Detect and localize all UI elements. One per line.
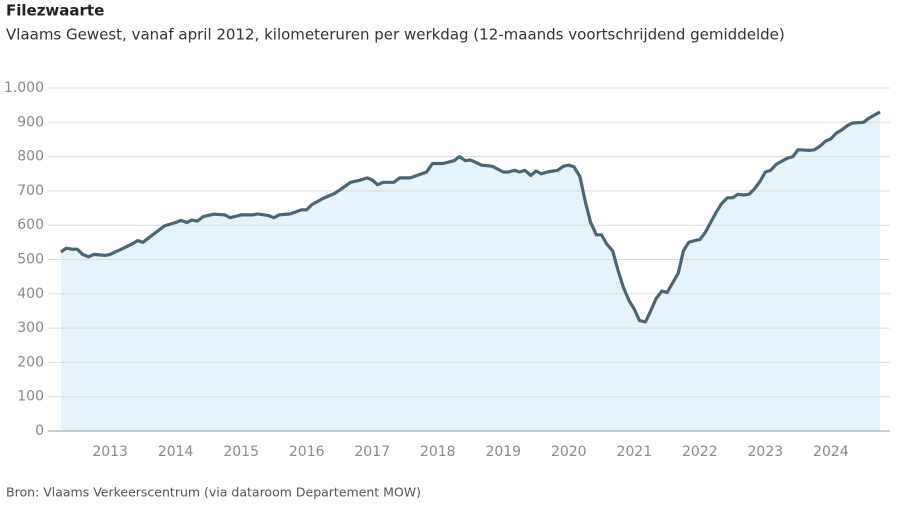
chart-title: Filezwaarte (6, 2, 104, 20)
y-tick-label: 900 (17, 114, 44, 130)
y-tick-label: 1.000 (4, 80, 44, 96)
y-tick-label: 100 (17, 389, 44, 405)
x-tick-label: 2015 (223, 444, 259, 460)
y-tick-label: 600 (17, 217, 44, 233)
y-tick-label: 700 (17, 183, 44, 199)
x-tick-label: 2017 (354, 444, 390, 460)
line (60, 110, 881, 324)
x-tick-label: 2019 (485, 444, 521, 460)
x-tick-label: 2016 (289, 444, 325, 460)
y-tick-label: 300 (17, 320, 44, 336)
y-tick-label: 500 (17, 252, 44, 268)
chart-subtitle: Vlaams Gewest, vanaf april 2012, kilomet… (6, 26, 785, 44)
x-tick-label: 2014 (158, 444, 194, 460)
y-tick-label: 800 (17, 149, 44, 165)
area (61, 112, 880, 431)
source-note: Bron: Vlaams Verkeerscentrum (via dataro… (6, 485, 421, 500)
x-tick-label: 2013 (92, 444, 128, 460)
x-tick-label: 2024 (813, 444, 849, 460)
x-tick-label: 2020 (551, 444, 587, 460)
y-tick-label: 0 (35, 423, 44, 439)
y-tick-label: 200 (17, 354, 44, 370)
x-tick-label: 2022 (682, 444, 718, 460)
x-tick-label: 2018 (420, 444, 456, 460)
x-tick-label: 2023 (748, 444, 784, 460)
y-tick-label: 400 (17, 286, 44, 302)
x-tick-label: 2021 (616, 444, 652, 460)
